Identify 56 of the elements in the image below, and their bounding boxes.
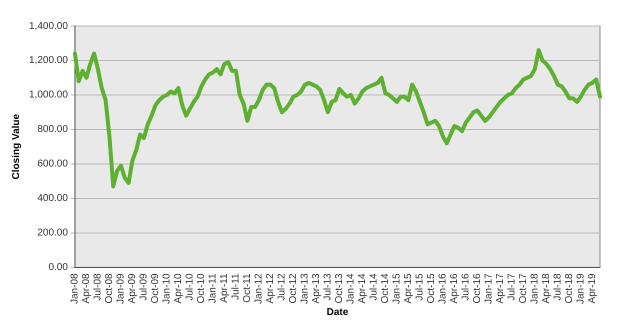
x-tick-label: Jan-17	[484, 272, 495, 304]
y-tick-label: 1,400.00	[28, 20, 68, 32]
x-tick-label: Jul-14	[368, 273, 380, 301]
x-tick-label: Oct-12	[288, 272, 300, 304]
x-tick-label: Apr-09	[127, 272, 138, 304]
x-tick-label: Apr-18	[541, 272, 552, 304]
x-tick-label: Apr-10	[173, 272, 184, 304]
x-tick-label: Oct-16	[472, 272, 484, 304]
x-tick-label: Oct-10	[196, 272, 208, 304]
x-tick-label: Apr-17	[495, 272, 506, 304]
x-tick-label: Jul-18	[552, 273, 564, 301]
y-tick-label: 0.00	[48, 262, 68, 274]
x-tick-label: Oct-13	[334, 272, 346, 304]
y-tick-label: 200.00	[37, 228, 68, 239]
x-tick-label: Jan-15	[392, 272, 403, 304]
x-tick-label: Jul-16	[460, 273, 472, 301]
x-tick-label: Jul-09	[138, 273, 150, 301]
x-tick-label: Jul-17	[506, 273, 518, 301]
x-tick-label: Apr-08	[81, 272, 92, 304]
y-tick-label: 400.00	[37, 193, 68, 204]
x-tick-label: Jan-19	[576, 272, 587, 304]
x-tick-label: Oct-09	[150, 272, 162, 304]
y-axis-title: Closing Value	[10, 113, 22, 180]
x-tick-label: Apr-15	[403, 272, 414, 304]
y-tick-label: 1,200.00	[28, 55, 68, 66]
x-tick-label: Jul-08	[92, 273, 104, 301]
x-tick-label: Jan-10	[162, 272, 173, 304]
x-tick-label: Jan-12	[254, 272, 265, 304]
x-tick-label: Apr-12	[265, 272, 276, 304]
x-tick-label: Apr-13	[311, 272, 322, 304]
x-tick-label: Oct-15	[426, 272, 438, 304]
x-tick-label: Oct-11	[242, 273, 254, 303]
x-axis-title: Date	[326, 306, 349, 318]
x-tick-label: Oct-17	[518, 272, 530, 304]
y-tick-label: 600.00	[37, 158, 68, 170]
x-tick-label: Jan-13	[300, 272, 311, 304]
x-tick-label: Oct-18	[564, 272, 576, 304]
x-tick-label: Jul-10	[184, 273, 196, 301]
x-tick-label: Jul-12	[276, 273, 288, 301]
x-tick-label: Apr-19	[587, 272, 598, 304]
y-tick-label: 800.00	[37, 124, 68, 136]
x-tick-label: Apr-14	[357, 272, 368, 304]
x-tick-label: Jan-08	[70, 272, 81, 304]
x-tick-label: Oct-14	[380, 272, 392, 304]
y-tick-label: 1,000.00	[28, 90, 68, 101]
x-tick-label: Jan-14	[346, 272, 357, 304]
x-tick-label: Jan-09	[116, 272, 127, 304]
x-tick-label: Jul-11	[230, 272, 242, 300]
x-tick-label: Oct-08	[104, 272, 116, 304]
x-tick-label: Apr-16	[449, 272, 460, 304]
x-tick-label: Jan-11	[208, 272, 219, 304]
x-tick-label: Apr-11	[219, 272, 230, 303]
x-tick-label: Jul-13	[322, 273, 334, 301]
x-tick-label: Jan-18	[530, 272, 541, 304]
x-tick-label: Jan-16	[438, 272, 449, 304]
x-tick-label: Jul-15	[414, 273, 426, 301]
